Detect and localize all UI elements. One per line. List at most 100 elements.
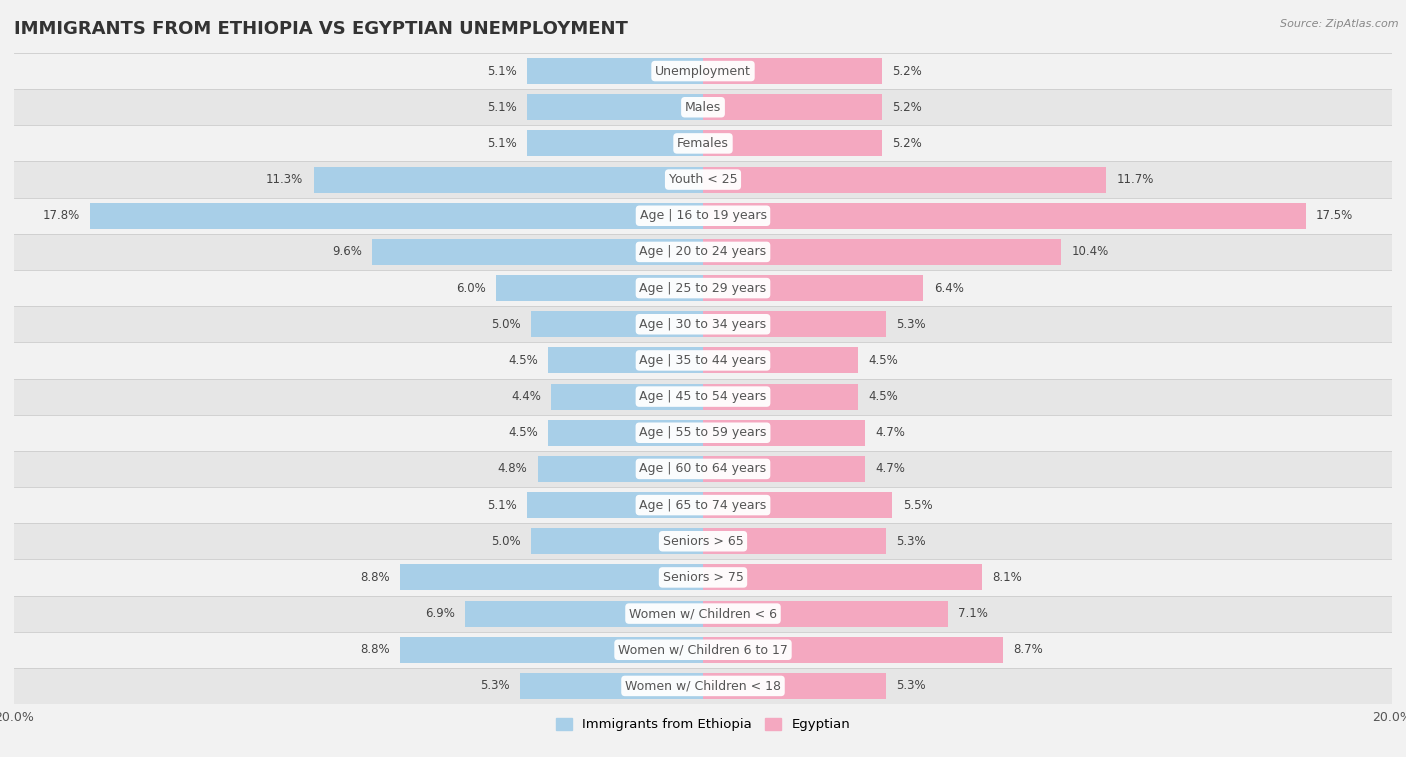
Text: Unemployment: Unemployment bbox=[655, 64, 751, 77]
Bar bbox=[703, 311, 886, 338]
Bar bbox=[527, 94, 703, 120]
Text: Age | 35 to 44 years: Age | 35 to 44 years bbox=[640, 354, 766, 367]
Bar bbox=[465, 600, 703, 627]
Bar bbox=[703, 456, 865, 482]
Text: 8.7%: 8.7% bbox=[1012, 643, 1043, 656]
Text: 9.6%: 9.6% bbox=[332, 245, 361, 258]
Bar bbox=[14, 523, 1392, 559]
Bar bbox=[703, 528, 886, 554]
Text: 4.7%: 4.7% bbox=[875, 426, 905, 439]
Bar bbox=[14, 668, 1392, 704]
Bar bbox=[527, 492, 703, 518]
Bar bbox=[703, 565, 981, 590]
Text: 5.2%: 5.2% bbox=[893, 64, 922, 77]
Bar bbox=[90, 203, 703, 229]
Text: Seniors > 75: Seniors > 75 bbox=[662, 571, 744, 584]
Bar bbox=[703, 275, 924, 301]
Text: 5.0%: 5.0% bbox=[491, 534, 520, 548]
Bar bbox=[537, 456, 703, 482]
Text: 5.3%: 5.3% bbox=[896, 680, 925, 693]
Bar bbox=[14, 487, 1392, 523]
Bar bbox=[14, 198, 1392, 234]
Bar bbox=[373, 239, 703, 265]
Text: 5.2%: 5.2% bbox=[893, 137, 922, 150]
Bar bbox=[14, 53, 1392, 89]
Text: 5.3%: 5.3% bbox=[481, 680, 510, 693]
Text: IMMIGRANTS FROM ETHIOPIA VS EGYPTIAN UNEMPLOYMENT: IMMIGRANTS FROM ETHIOPIA VS EGYPTIAN UNE… bbox=[14, 20, 628, 38]
Bar bbox=[548, 347, 703, 373]
Bar bbox=[314, 167, 703, 192]
Bar bbox=[703, 384, 858, 410]
Bar bbox=[14, 306, 1392, 342]
Text: Seniors > 65: Seniors > 65 bbox=[662, 534, 744, 548]
Text: Age | 45 to 54 years: Age | 45 to 54 years bbox=[640, 390, 766, 403]
Text: 4.5%: 4.5% bbox=[508, 354, 537, 367]
Bar bbox=[14, 270, 1392, 306]
Text: Women w/ Children < 6: Women w/ Children < 6 bbox=[628, 607, 778, 620]
Text: 7.1%: 7.1% bbox=[957, 607, 988, 620]
Text: 5.1%: 5.1% bbox=[488, 499, 517, 512]
Text: 4.4%: 4.4% bbox=[512, 390, 541, 403]
Bar bbox=[14, 631, 1392, 668]
Text: 5.1%: 5.1% bbox=[488, 137, 517, 150]
Text: 11.3%: 11.3% bbox=[266, 173, 304, 186]
Text: Age | 55 to 59 years: Age | 55 to 59 years bbox=[640, 426, 766, 439]
Text: Age | 25 to 29 years: Age | 25 to 29 years bbox=[640, 282, 766, 294]
Text: 17.5%: 17.5% bbox=[1316, 209, 1354, 223]
Bar bbox=[14, 234, 1392, 270]
Text: 17.8%: 17.8% bbox=[42, 209, 80, 223]
Text: Youth < 25: Youth < 25 bbox=[669, 173, 737, 186]
Bar bbox=[703, 94, 882, 120]
Bar bbox=[14, 126, 1392, 161]
Bar bbox=[531, 311, 703, 338]
Text: 5.3%: 5.3% bbox=[896, 318, 925, 331]
Bar bbox=[527, 58, 703, 84]
Text: 4.5%: 4.5% bbox=[869, 390, 898, 403]
Bar bbox=[703, 239, 1062, 265]
Text: 5.5%: 5.5% bbox=[903, 499, 932, 512]
Text: Females: Females bbox=[678, 137, 728, 150]
Text: Age | 65 to 74 years: Age | 65 to 74 years bbox=[640, 499, 766, 512]
Text: Age | 16 to 19 years: Age | 16 to 19 years bbox=[640, 209, 766, 223]
Bar bbox=[14, 89, 1392, 126]
Text: Age | 60 to 64 years: Age | 60 to 64 years bbox=[640, 463, 766, 475]
Bar bbox=[496, 275, 703, 301]
Bar bbox=[548, 419, 703, 446]
Text: 8.1%: 8.1% bbox=[993, 571, 1022, 584]
Bar bbox=[14, 415, 1392, 451]
Text: Age | 30 to 34 years: Age | 30 to 34 years bbox=[640, 318, 766, 331]
Text: 6.9%: 6.9% bbox=[425, 607, 456, 620]
Bar bbox=[14, 559, 1392, 596]
Bar bbox=[703, 492, 893, 518]
Text: Source: ZipAtlas.com: Source: ZipAtlas.com bbox=[1281, 19, 1399, 29]
Text: 5.3%: 5.3% bbox=[896, 534, 925, 548]
Text: Women w/ Children < 18: Women w/ Children < 18 bbox=[626, 680, 780, 693]
Bar bbox=[703, 673, 886, 699]
Text: 4.7%: 4.7% bbox=[875, 463, 905, 475]
Text: Age | 20 to 24 years: Age | 20 to 24 years bbox=[640, 245, 766, 258]
Bar bbox=[703, 167, 1107, 192]
Bar bbox=[703, 600, 948, 627]
Bar bbox=[14, 378, 1392, 415]
Text: 4.5%: 4.5% bbox=[508, 426, 537, 439]
Bar bbox=[703, 130, 882, 157]
Bar bbox=[531, 528, 703, 554]
Text: 5.0%: 5.0% bbox=[491, 318, 520, 331]
Bar bbox=[703, 419, 865, 446]
Text: 6.4%: 6.4% bbox=[934, 282, 963, 294]
Text: 5.1%: 5.1% bbox=[488, 101, 517, 114]
Text: 4.8%: 4.8% bbox=[498, 463, 527, 475]
Text: 11.7%: 11.7% bbox=[1116, 173, 1154, 186]
Bar bbox=[551, 384, 703, 410]
Bar bbox=[14, 161, 1392, 198]
Bar bbox=[520, 673, 703, 699]
Bar bbox=[14, 596, 1392, 631]
Text: 5.2%: 5.2% bbox=[893, 101, 922, 114]
Text: 8.8%: 8.8% bbox=[360, 571, 389, 584]
Text: Women w/ Children 6 to 17: Women w/ Children 6 to 17 bbox=[619, 643, 787, 656]
Text: Males: Males bbox=[685, 101, 721, 114]
Bar bbox=[703, 203, 1306, 229]
Bar bbox=[399, 637, 703, 663]
Bar bbox=[703, 58, 882, 84]
Text: 5.1%: 5.1% bbox=[488, 64, 517, 77]
